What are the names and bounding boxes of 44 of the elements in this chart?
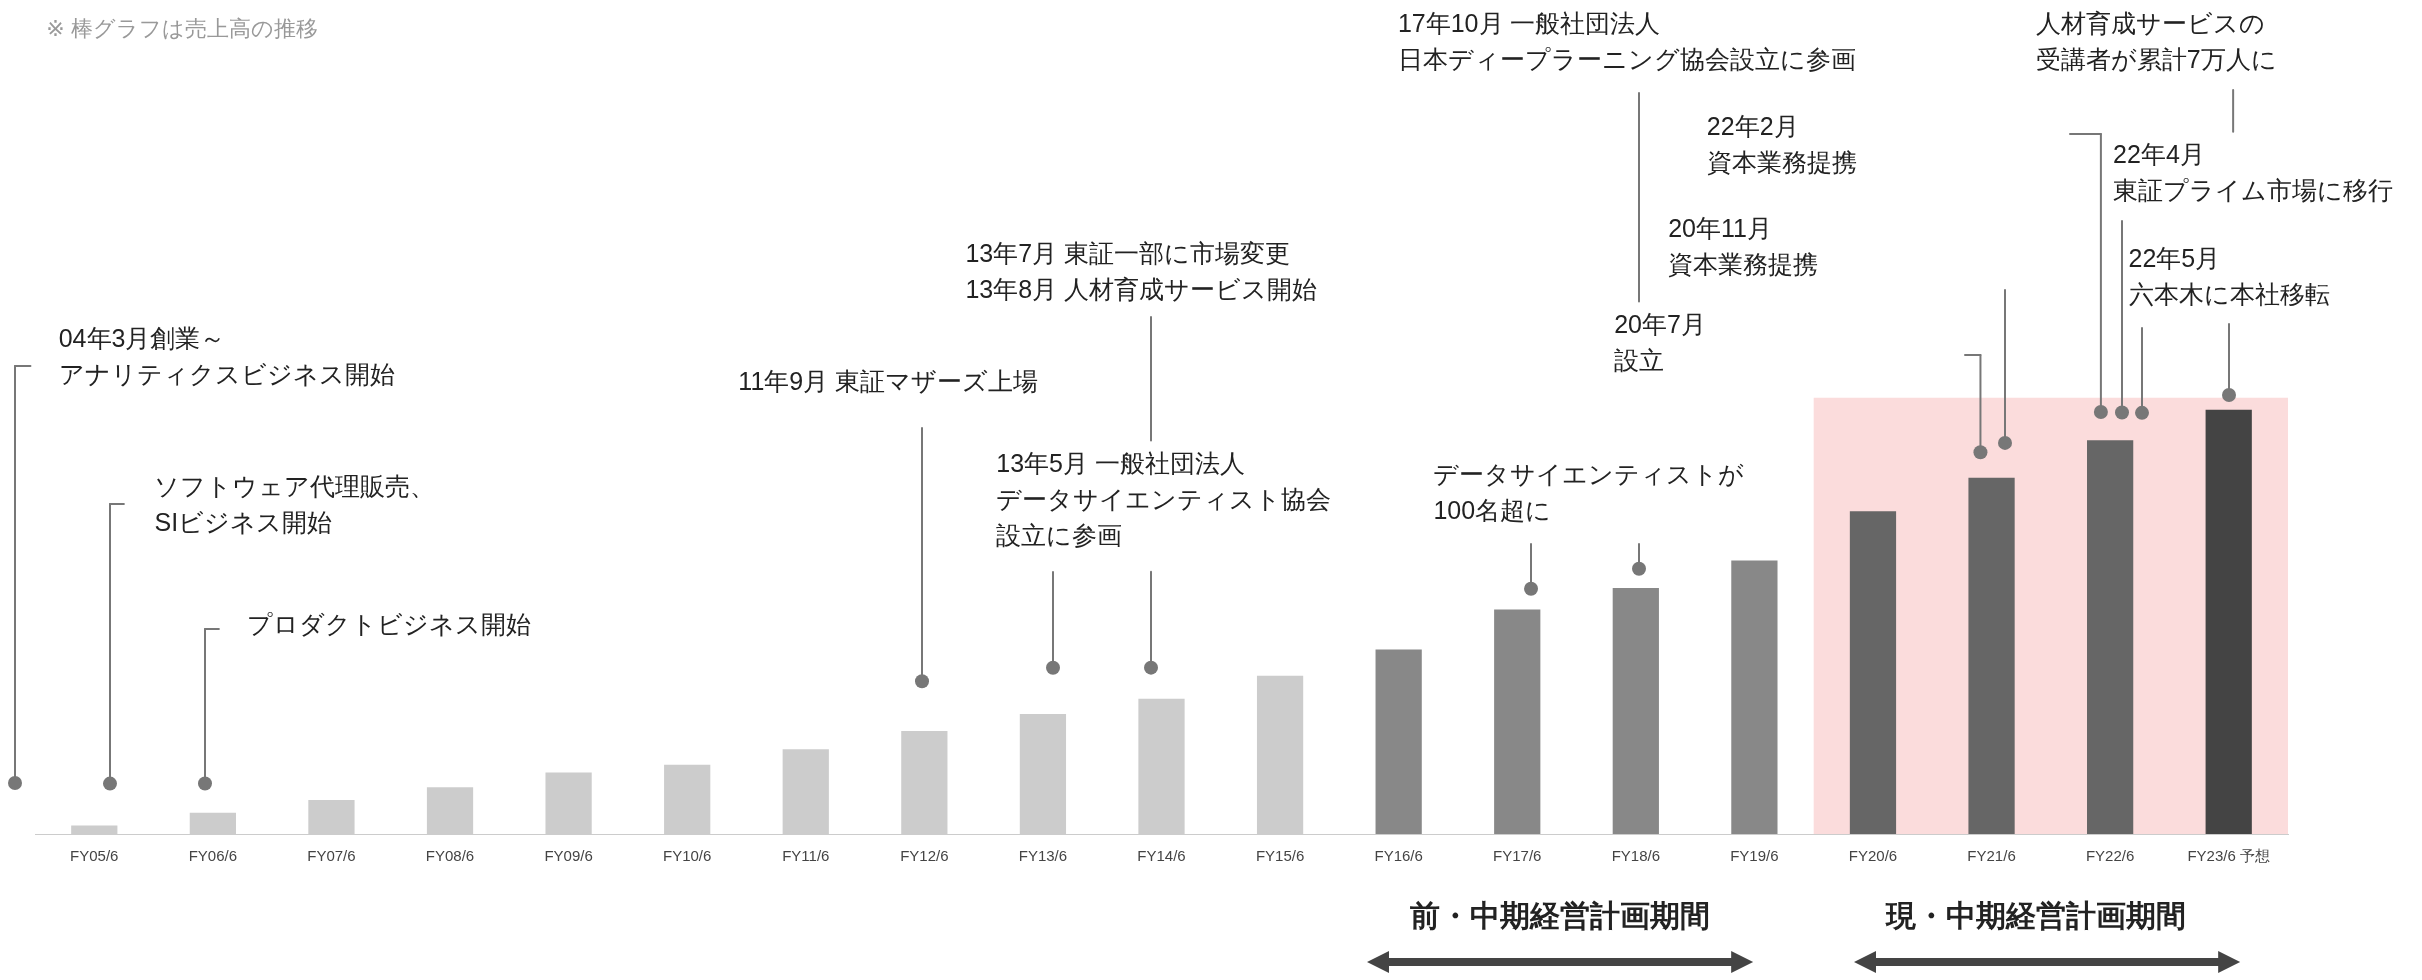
annotation: ソフトウェア代理販売、SIビジネス開始 xyxy=(154,472,436,537)
text: 20年7月設立 xyxy=(1614,309,1706,374)
bar xyxy=(1731,560,1778,834)
x-tick-label: FY13/6 xyxy=(1018,847,1068,865)
text: 22年4月東証プライム市場に移行 xyxy=(2113,140,2394,205)
text: 13年7月 東証一部に市場変更 13年8月 人材育成サービス開始 xyxy=(965,238,1318,303)
bar xyxy=(2087,440,2134,834)
x-tick-label: FY17/6 xyxy=(1493,847,1542,865)
x-tick-label: FY06/6 xyxy=(188,847,238,865)
x-tick-label: FY19/6 xyxy=(1730,847,1779,865)
bar xyxy=(1375,649,1422,834)
annotation: プロダクトビジネス開始 xyxy=(247,609,532,638)
x-tick-label: FY05/6 xyxy=(70,847,119,865)
x-tick-label: FY21/6 xyxy=(1967,847,2016,865)
x-tick-label: FY08/6 xyxy=(425,847,475,865)
bar xyxy=(1494,609,1541,834)
x-tick-label: FY18/6 xyxy=(1611,847,1660,865)
x-tick-label: FY14/6 xyxy=(1137,847,1186,865)
x-tick-label: FY09/6 xyxy=(544,847,593,865)
bar xyxy=(1849,511,1897,834)
text: ※ 棒グラフは売上高の推移 xyxy=(46,15,318,41)
x-tick-label: FY11/6 xyxy=(782,847,830,865)
x-tick-label: FY15/6 xyxy=(1255,847,1305,865)
x-tick-label: FY20/6 xyxy=(1848,847,1898,865)
bar xyxy=(2205,409,2252,834)
annotation: データサイエンティストが 100名超に xyxy=(1433,459,1745,524)
x-tick-label: FY10/6 xyxy=(663,847,712,865)
x-tick-label: FY07/6 xyxy=(307,847,356,865)
text: 04年3月創業～アナリティクスビジネス開始 xyxy=(58,323,395,388)
x-tick-label: FY12/6 xyxy=(900,847,949,865)
annotation: 13年5月 一般社団法人データサイエンティスト協会設立に参画 xyxy=(996,448,1332,549)
text: 人材育成サービスの受講者が累計7万人に xyxy=(2035,8,2277,73)
bar xyxy=(1612,587,1659,834)
text: 22年2月資本業務提携 xyxy=(1706,112,1857,177)
text: 22年5月六本木に本社移転 xyxy=(2128,243,2330,308)
text: 20年11月資本業務提携 xyxy=(1668,214,1819,279)
x-tick-label: FY23/6 予想 xyxy=(2187,847,2270,865)
text: 現・中期経営計画期間 xyxy=(1884,898,2186,932)
text: 11年9月 東証マザーズ上場 xyxy=(738,367,1039,396)
x-tick-label: FY16/6 xyxy=(1374,847,1423,865)
text: 17年10月 一般社団法人日本ディープラーニング協会設立に参画 xyxy=(1397,8,1856,73)
text: 前・中期経営計画期間 xyxy=(1410,898,1711,932)
bar xyxy=(1968,477,2015,834)
x-tick-label: FY22/6 xyxy=(2085,847,2135,865)
